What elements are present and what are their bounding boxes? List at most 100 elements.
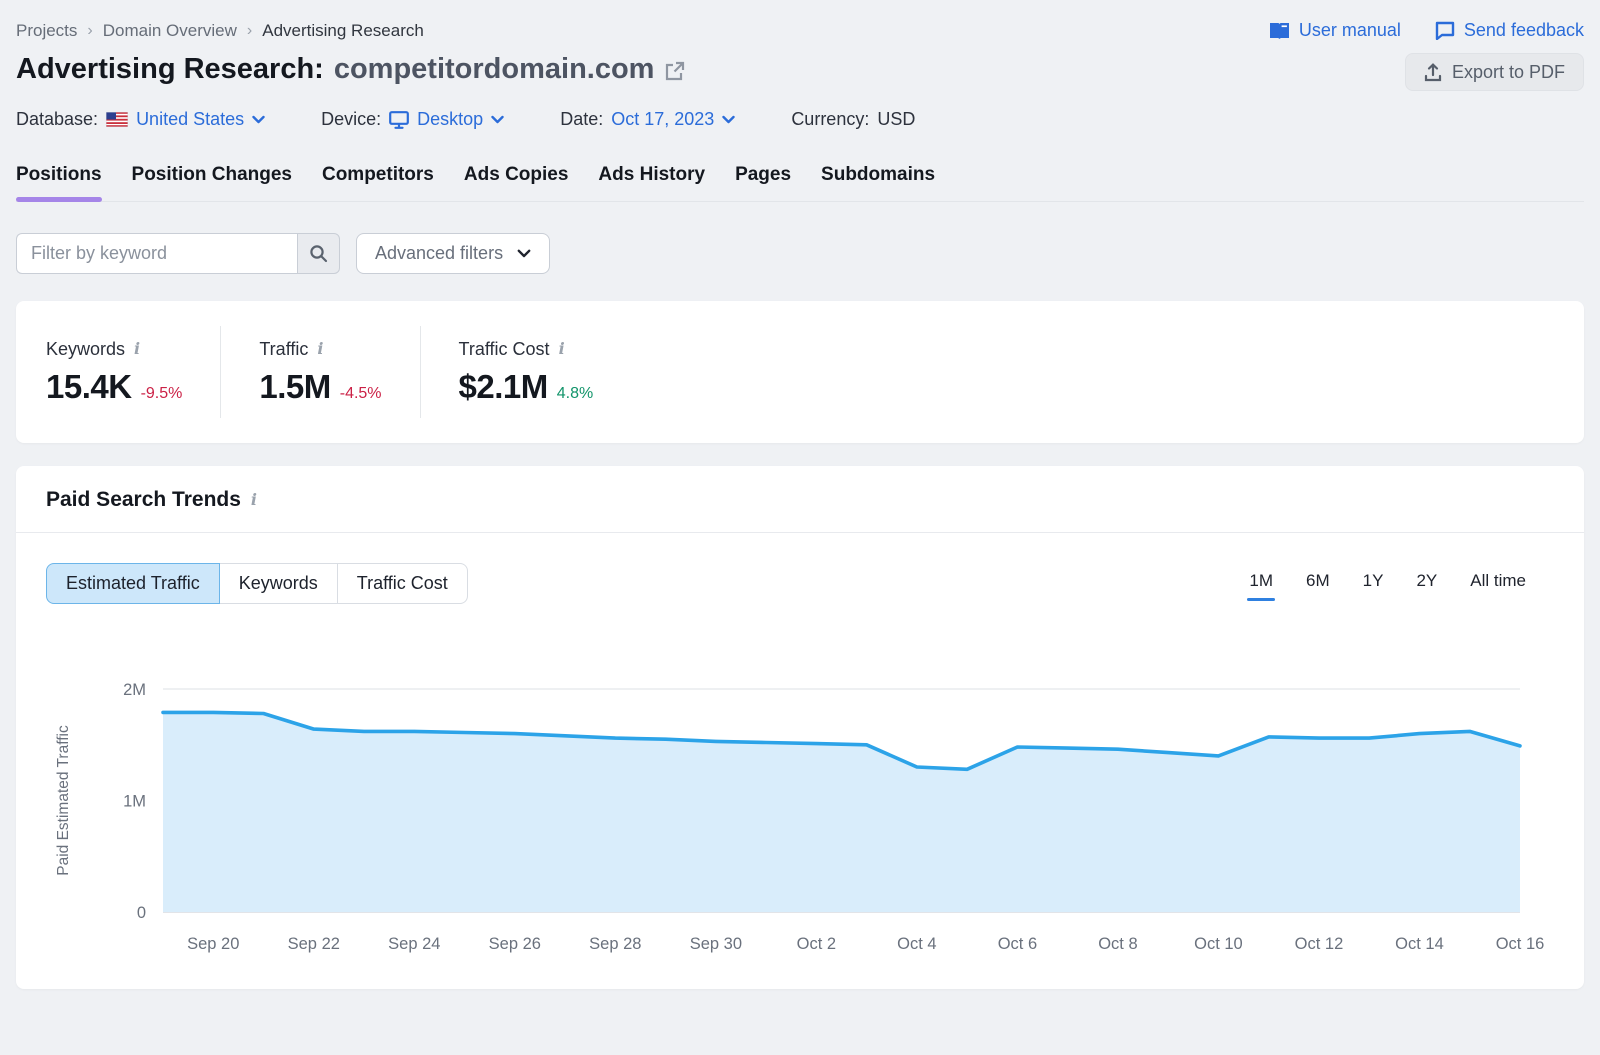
advertising-research-page: Projects › Domain Overview › Advertising… xyxy=(16,0,1584,989)
date-range-selector: 1M 6M 1Y 2Y All time xyxy=(1247,570,1554,601)
search-icon xyxy=(310,245,328,263)
paid-search-trends-title: Paid Search Trends xyxy=(46,488,241,511)
device-value: Desktop xyxy=(417,109,484,129)
database-label: Database: xyxy=(16,109,99,129)
upload-icon xyxy=(1424,62,1442,81)
keywords-stat-label: Keywords xyxy=(46,338,126,359)
metric-traffic-cost[interactable]: Traffic Cost xyxy=(337,563,468,604)
breadcrumb-advertising-research: Advertising Research xyxy=(262,20,424,40)
keywords-stat-value: 15.4K xyxy=(46,367,132,405)
metric-keywords[interactable]: Keywords xyxy=(219,563,338,604)
svg-text:Oct 6: Oct 6 xyxy=(998,935,1037,953)
info-icon[interactable]: i xyxy=(134,339,141,358)
search-button[interactable] xyxy=(297,233,340,274)
device-select[interactable]: Desktop xyxy=(389,109,504,130)
range-all-time[interactable]: All time xyxy=(1470,570,1526,590)
svg-text:Sep 24: Sep 24 xyxy=(388,935,440,953)
breadcrumb-separator-icon: › xyxy=(246,21,253,39)
divider xyxy=(419,326,421,418)
page-title-domain: competitordomain.com xyxy=(333,53,655,85)
divider xyxy=(220,326,222,418)
page-title: Advertising Research: competitordomain.c… xyxy=(16,53,685,86)
svg-text:Oct 14: Oct 14 xyxy=(1395,935,1444,953)
paid-search-trends-header: Paid Search Trends i xyxy=(16,466,1584,533)
us-flag-icon xyxy=(106,112,129,127)
paid-trends-chart-area: 2M 1M 0 Sep 20 Sep 22 Sep 24 Sep 26 Sep 28 Sep 3… xyxy=(16,654,1584,979)
keyword-filter-input[interactable] xyxy=(16,233,297,274)
summary-stats-card: Keywords i 15.4K -9.5% Traffic i 1.5M -4… xyxy=(16,301,1584,443)
feedback-bubble-icon xyxy=(1435,21,1455,40)
traffic-stat-value: 1.5M xyxy=(259,367,331,405)
tab-competitors[interactable]: Competitors xyxy=(321,164,434,185)
svg-text:Sep 28: Sep 28 xyxy=(589,935,641,953)
user-manual-label: User manual xyxy=(1298,20,1401,40)
keyword-search xyxy=(16,233,340,274)
date-filter: Date: Oct 17, 2023 xyxy=(560,109,736,130)
title-row: Advertising Research: competitordomain.c… xyxy=(16,53,1584,91)
breadcrumb-separator-icon: › xyxy=(87,21,93,39)
info-icon[interactable]: i xyxy=(317,339,324,358)
date-value: Oct 17, 2023 xyxy=(611,109,715,129)
metric-estimated-traffic[interactable]: Estimated Traffic xyxy=(46,563,220,604)
database-filter: Database: United States xyxy=(16,109,265,130)
breadcrumb: Projects › Domain Overview › Advertising… xyxy=(16,21,424,41)
info-icon[interactable]: i xyxy=(250,490,257,509)
svg-text:Sep 22: Sep 22 xyxy=(288,935,340,953)
traffic-cost-stat: Traffic Cost i $2.1M 4.8% xyxy=(459,339,594,406)
range-6m[interactable]: 6M xyxy=(1306,570,1330,590)
report-tabs: Positions Position Changes Competitors A… xyxy=(16,164,1584,202)
traffic-cost-stat-value: $2.1M xyxy=(458,367,549,405)
traffic-stat-change: -4.5% xyxy=(339,384,382,402)
send-feedback-link[interactable]: Send feedback xyxy=(1435,20,1584,41)
tab-pages[interactable]: Pages xyxy=(735,164,792,185)
tab-positions[interactable]: Positions xyxy=(16,164,102,202)
date-label: Date: xyxy=(560,109,604,129)
export-to-pdf-button[interactable]: Export to PDF xyxy=(1404,53,1584,91)
range-1y[interactable]: 1Y xyxy=(1362,570,1384,590)
chevron-down-icon xyxy=(722,115,736,124)
svg-text:Oct 16: Oct 16 xyxy=(1496,935,1545,953)
tab-subdomains[interactable]: Subdomains xyxy=(821,164,936,185)
traffic-cost-stat-change: 4.8% xyxy=(556,384,594,402)
paid-search-trends-card: Paid Search Trends i Estimated Traffic K… xyxy=(16,466,1584,989)
tab-position-changes[interactable]: Position Changes xyxy=(131,164,292,185)
svg-text:2M: 2M xyxy=(123,681,146,699)
advanced-filters-label: Advanced filters xyxy=(375,243,504,263)
svg-text:Sep 30: Sep 30 xyxy=(690,935,742,953)
currency-filter: Currency: USD xyxy=(791,109,915,130)
page-title-prefix: Advertising Research: xyxy=(16,53,324,85)
report-filters-row: Database: United States Device: Desktop … xyxy=(16,109,1584,130)
traffic-stat-label: Traffic xyxy=(259,338,309,359)
svg-text:Oct 2: Oct 2 xyxy=(797,935,836,953)
svg-text:Oct 12: Oct 12 xyxy=(1295,935,1344,953)
trends-controls: Estimated Traffic Keywords Traffic Cost … xyxy=(16,533,1584,604)
paid-trends-area-chart: 2M 1M 0 Sep 20 Sep 22 Sep 24 Sep 26 Sep 28 Sep 3… xyxy=(55,681,1545,953)
svg-text:Paid Estimated Traffic: Paid Estimated Traffic xyxy=(55,725,72,876)
range-1m[interactable]: 1M xyxy=(1247,571,1275,601)
book-icon xyxy=(1269,22,1289,39)
tab-ads-history[interactable]: Ads History xyxy=(598,164,706,185)
svg-text:Oct 10: Oct 10 xyxy=(1194,935,1243,953)
device-label: Device: xyxy=(321,109,382,129)
advanced-filters-button[interactable]: Advanced filters xyxy=(356,233,551,274)
date-select[interactable]: Oct 17, 2023 xyxy=(611,109,736,130)
breadcrumb-projects[interactable]: Projects xyxy=(16,20,78,40)
traffic-stat: Traffic i 1.5M -4.5% xyxy=(259,339,381,406)
info-icon[interactable]: i xyxy=(558,339,565,358)
keywords-stat-change: -9.5% xyxy=(140,384,183,402)
traffic-cost-stat-label: Traffic Cost xyxy=(458,338,550,359)
breadcrumb-row: Projects › Domain Overview › Advertising… xyxy=(16,0,1584,41)
keyword-filter-bar: Advanced filters xyxy=(16,233,1584,274)
user-manual-link[interactable]: User manual xyxy=(1269,20,1401,41)
svg-text:Oct 8: Oct 8 xyxy=(1098,935,1137,953)
range-2y[interactable]: 2Y xyxy=(1416,570,1438,590)
database-select[interactable]: United States xyxy=(106,109,265,130)
chevron-down-icon xyxy=(517,249,531,258)
svg-text:0: 0 xyxy=(137,904,146,922)
currency-label: Currency: xyxy=(791,109,870,129)
breadcrumb-domain-overview[interactable]: Domain Overview xyxy=(102,20,237,40)
tab-ads-copies[interactable]: Ads Copies xyxy=(463,164,569,185)
external-link-icon[interactable] xyxy=(664,61,685,82)
currency-value: USD xyxy=(877,109,916,129)
svg-text:Oct 4: Oct 4 xyxy=(897,935,936,953)
